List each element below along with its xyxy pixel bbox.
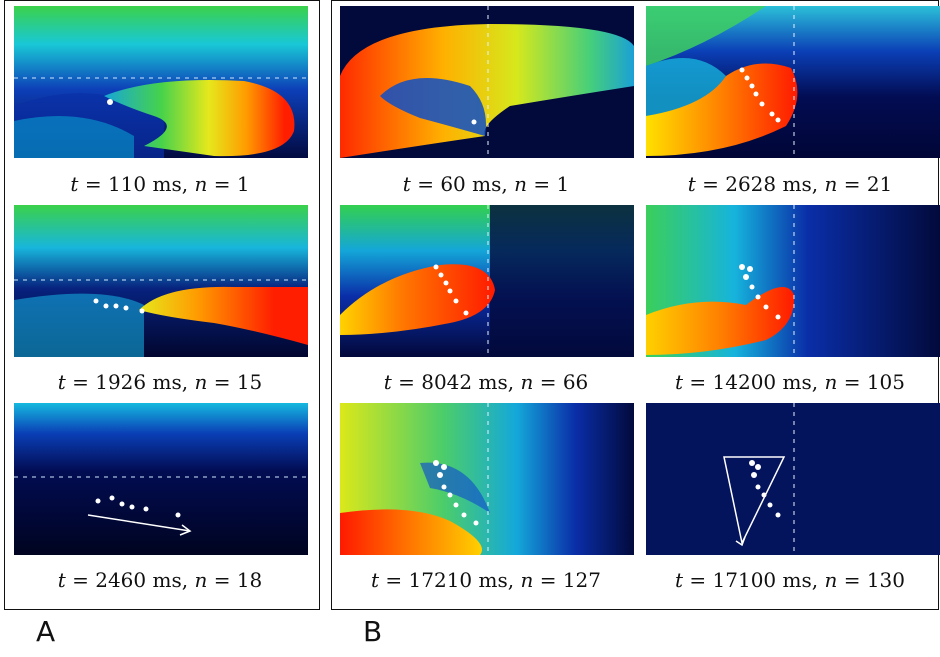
panel-b-frame-6-image xyxy=(646,403,940,555)
panel-b-frame-6-caption: t = 17100 ms, n = 130 xyxy=(674,568,906,592)
panel-a-frame-3-caption: t = 2460 ms, n = 18 xyxy=(57,568,263,592)
panel-b-frame-1-caption: t = 60 ms, n = 1 xyxy=(402,172,570,196)
panel-a-label: A xyxy=(36,615,56,648)
panel-b-frame-3-image xyxy=(340,205,634,357)
panel-b-frame-5-image xyxy=(340,403,634,555)
panel-b-frame-4-image xyxy=(646,205,940,357)
panel-b-frame-2-image xyxy=(646,6,940,158)
panel-a-frame-3-image xyxy=(14,403,308,555)
panel-b-frame-1-image xyxy=(340,6,634,158)
panel-b-label: B xyxy=(363,615,383,648)
panel-b-frame-4-caption: t = 14200 ms, n = 105 xyxy=(674,370,906,394)
panel-b-frame-5-caption: t = 17210 ms, n = 127 xyxy=(370,568,602,592)
panel-a-frame-1-caption: t = 110 ms, n = 1 xyxy=(70,172,250,196)
panel-a-frame-1-image xyxy=(14,6,308,158)
panel-b-frame-2-caption: t = 2628 ms, n = 21 xyxy=(687,172,893,196)
panel-a-frame-2-image xyxy=(14,205,308,357)
panel-b-frame-3-caption: t = 8042 ms, n = 66 xyxy=(383,370,589,394)
panel-a-frame-2-caption: t = 1926 ms, n = 15 xyxy=(57,370,263,394)
